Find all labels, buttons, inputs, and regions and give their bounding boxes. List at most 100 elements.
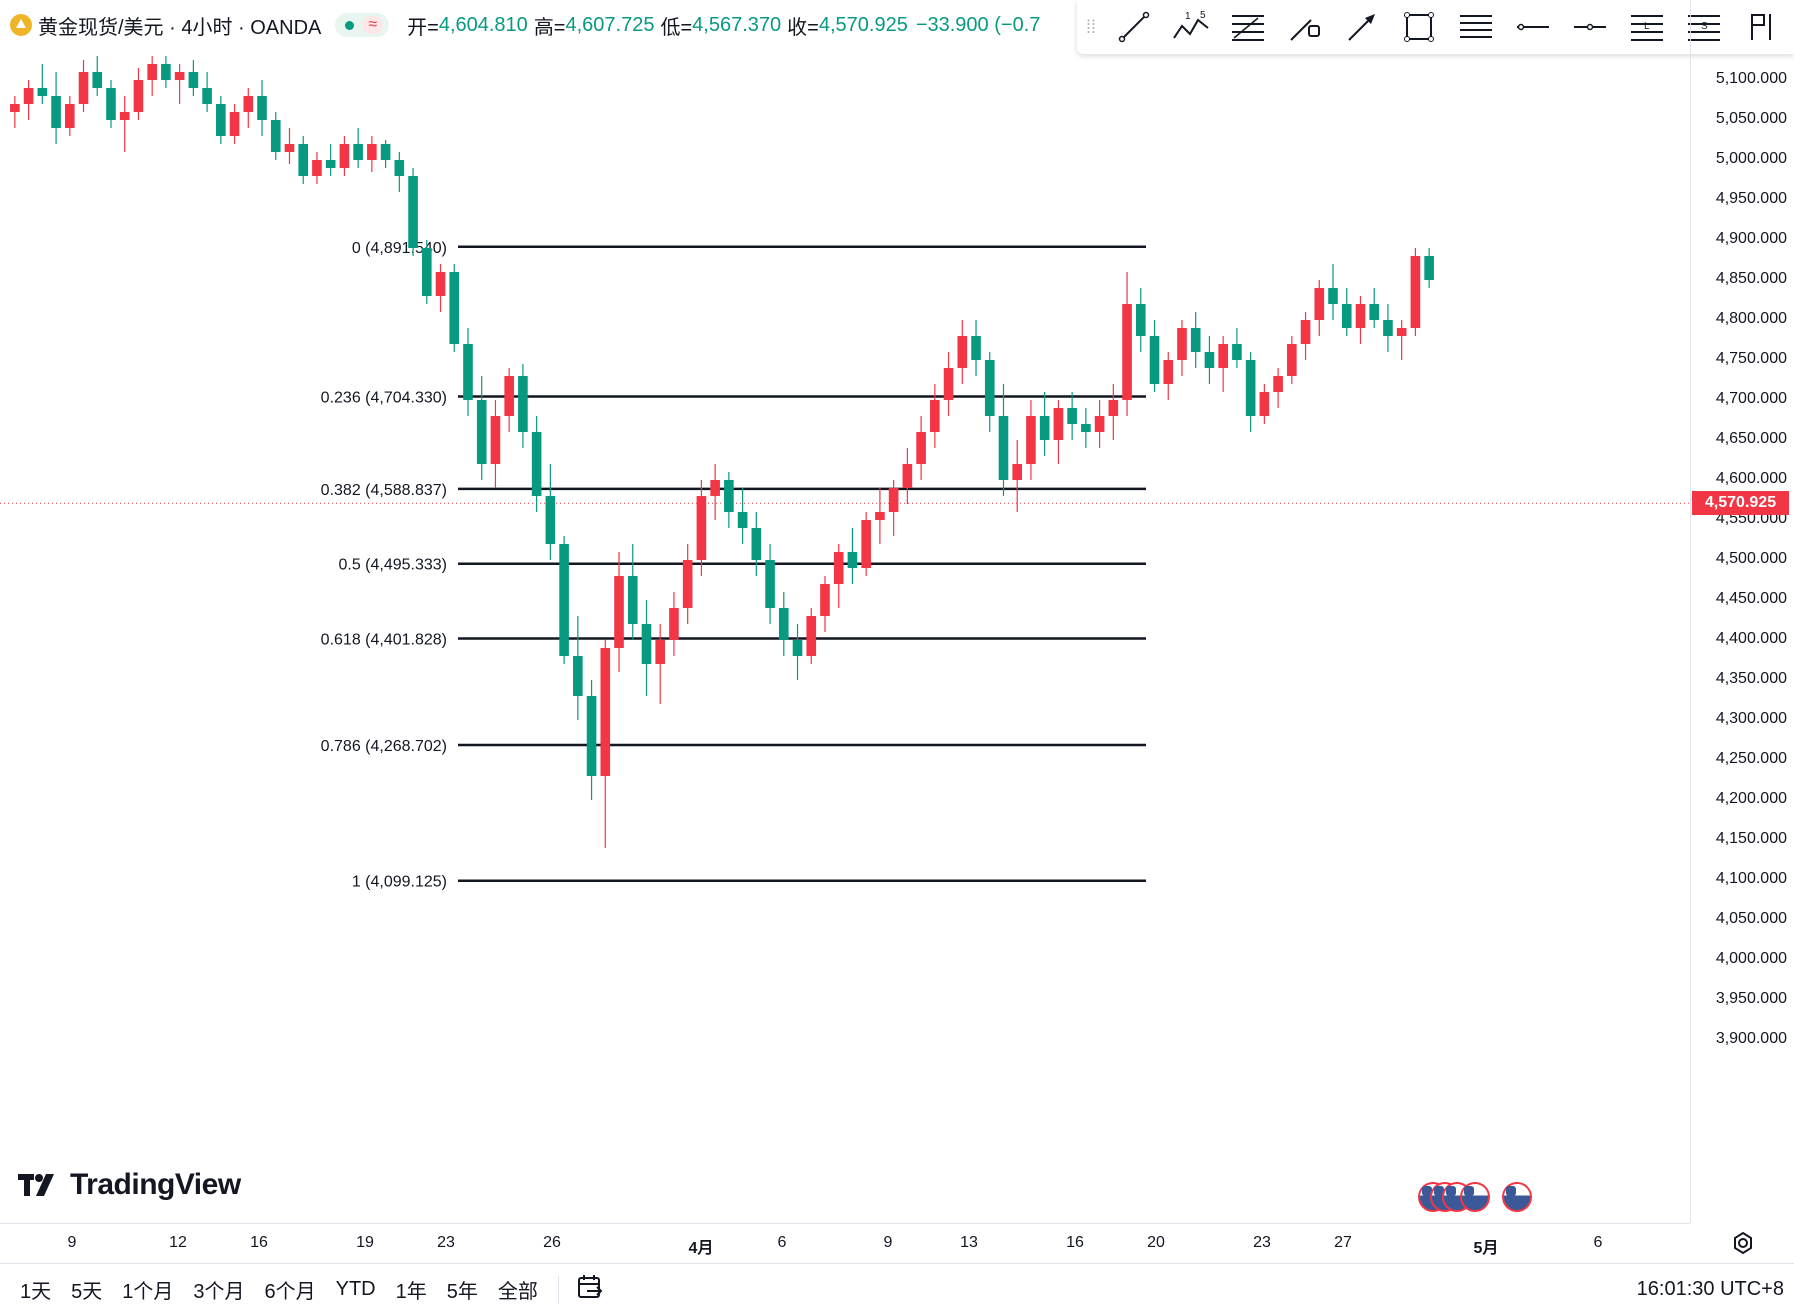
fib-retracement-icon[interactable] (1219, 3, 1276, 51)
svg-text:S: S (1701, 21, 1708, 32)
candle (751, 512, 762, 576)
horizontal-ray-icon[interactable] (1504, 3, 1561, 51)
candle (847, 528, 858, 584)
range-button[interactable]: 全部 (497, 1281, 538, 1303)
market-status-pill[interactable]: ≈ (335, 13, 390, 37)
us-flag-event-icon[interactable] (1460, 1182, 1490, 1212)
time-axis-label: 9 (67, 1234, 77, 1251)
candle (600, 640, 611, 848)
high-label: 高= (533, 16, 566, 39)
candle (367, 136, 377, 172)
candle (916, 416, 926, 480)
candle (710, 464, 720, 520)
range-button[interactable]: 1个月 (122, 1281, 174, 1303)
candle (1383, 304, 1393, 352)
symbol-title[interactable]: 黄金现货/美元 · 4小时 · OANDA (38, 16, 322, 39)
candle (778, 592, 789, 656)
candle (1204, 336, 1215, 384)
candle (682, 544, 693, 624)
candle (1012, 440, 1023, 512)
svg-text:1: 1 (1185, 11, 1191, 22)
candle (641, 600, 652, 696)
candle (820, 576, 830, 632)
horizontal-line-icon[interactable] (1561, 3, 1618, 51)
candle (614, 552, 624, 672)
range-button[interactable]: 5天 (71, 1281, 103, 1303)
bottom-toolbar: 1天 5天 1个月 3个月 6个月 YTD 1年 5年 全部 16:01:30 UTC+8 (0, 1263, 1794, 1315)
time-axis-label: 16 (1066, 1234, 1084, 1251)
candle (78, 60, 89, 112)
long-position-icon[interactable]: L (1618, 3, 1675, 51)
rectangle-icon[interactable] (1390, 3, 1447, 51)
trend-line-icon[interactable] (1105, 3, 1162, 51)
short-position-icon[interactable]: S (1675, 3, 1732, 51)
candle (106, 80, 116, 128)
path-icon[interactable] (1276, 3, 1333, 51)
candle (957, 320, 968, 384)
range-button[interactable]: YTD (335, 1278, 376, 1300)
parallel-channel-icon[interactable] (1447, 3, 1504, 51)
tradingview-logo[interactable]: TradingView (18, 1168, 241, 1202)
candle (518, 364, 528, 448)
candle (1341, 288, 1352, 336)
fib-level-label: 1 (4,099.125) (352, 874, 447, 891)
low-label: 低= (660, 16, 693, 39)
candle (298, 136, 309, 184)
price-axis-label: 4,100.000 (1715, 870, 1787, 887)
price-axis-label: 4,700.000 (1715, 390, 1787, 407)
price-axis-label: 4,200.000 (1715, 790, 1787, 807)
range-button[interactable]: 6个月 (264, 1281, 316, 1303)
close-value: 4,570.925 (818, 13, 908, 36)
candle (1135, 288, 1146, 352)
candle (531, 416, 542, 512)
range-button[interactable]: 3个月 (193, 1281, 245, 1303)
price-chart[interactable]: 0 (4,891.540) 0.236 (4,704.330) 0.382 (4,5… (0, 0, 1690, 1223)
range-button[interactable]: 5年 (446, 1281, 478, 1303)
candle (435, 264, 446, 312)
time-axis-label: 23 (1253, 1234, 1271, 1251)
price-axis-label: 3,950.000 (1715, 990, 1787, 1007)
time-axis-label: 9 (883, 1234, 893, 1251)
close-label: 收= (787, 16, 819, 39)
current-price-label: 4,570.925 (1692, 491, 1789, 516)
price-axis-label: 4,400.000 (1715, 630, 1787, 647)
economic-events (1418, 1182, 1532, 1212)
clock-timezone[interactable]: 16:01:30 UTC+8 (1636, 1278, 1784, 1300)
market-open-dot-icon (345, 20, 355, 30)
candle (229, 104, 240, 144)
candle (545, 464, 556, 560)
range-button[interactable]: 1年 (395, 1281, 427, 1303)
price-axis-label: 4,900.000 (1715, 230, 1787, 247)
candle (353, 128, 363, 168)
candle (202, 72, 212, 112)
candle (490, 400, 501, 488)
candle (37, 64, 48, 104)
svg-text:5: 5 (1200, 10, 1206, 21)
us-flag-event-icon[interactable] (1502, 1182, 1532, 1212)
candle (133, 68, 144, 120)
time-axis-label: 23 (437, 1234, 455, 1251)
candle (188, 60, 199, 96)
price-axis[interactable]: 5,100.000 5,050.000 5,000.000 4,950.000 4,90… (1690, 0, 1794, 1223)
fib-level-label: 0.786 (4,268.702) (321, 738, 447, 755)
goto-date-button[interactable] (575, 1273, 605, 1306)
gold-symbol-icon (10, 14, 32, 36)
candle (1163, 352, 1174, 400)
time-axis[interactable]: 9 12 16 19 23 26 4月 6 9 13 16 20 23 27 5月 6 (0, 1223, 1690, 1264)
candle (1259, 384, 1270, 424)
candle (765, 544, 775, 624)
candle (1067, 392, 1077, 440)
candle (504, 368, 514, 432)
price-axis-label: 4,150.000 (1715, 830, 1787, 847)
chart-settings-button[interactable] (1728, 1228, 1758, 1258)
arrow-icon[interactable] (1333, 3, 1390, 51)
range-button[interactable]: 1天 (20, 1281, 52, 1303)
candle (23, 80, 34, 120)
price-axis-label: 4,950.000 (1715, 190, 1787, 207)
drag-handle-icon[interactable]: ⁞⁞ (1085, 16, 1096, 37)
flag-icon[interactable] (1732, 3, 1789, 51)
candle (984, 352, 995, 432)
tradingview-wordmark: TradingView (70, 1168, 241, 1201)
chart-area[interactable]: 0 (4,891.540) 0.236 (4,704.330) 0.382 (4,5… (0, 0, 1794, 1223)
